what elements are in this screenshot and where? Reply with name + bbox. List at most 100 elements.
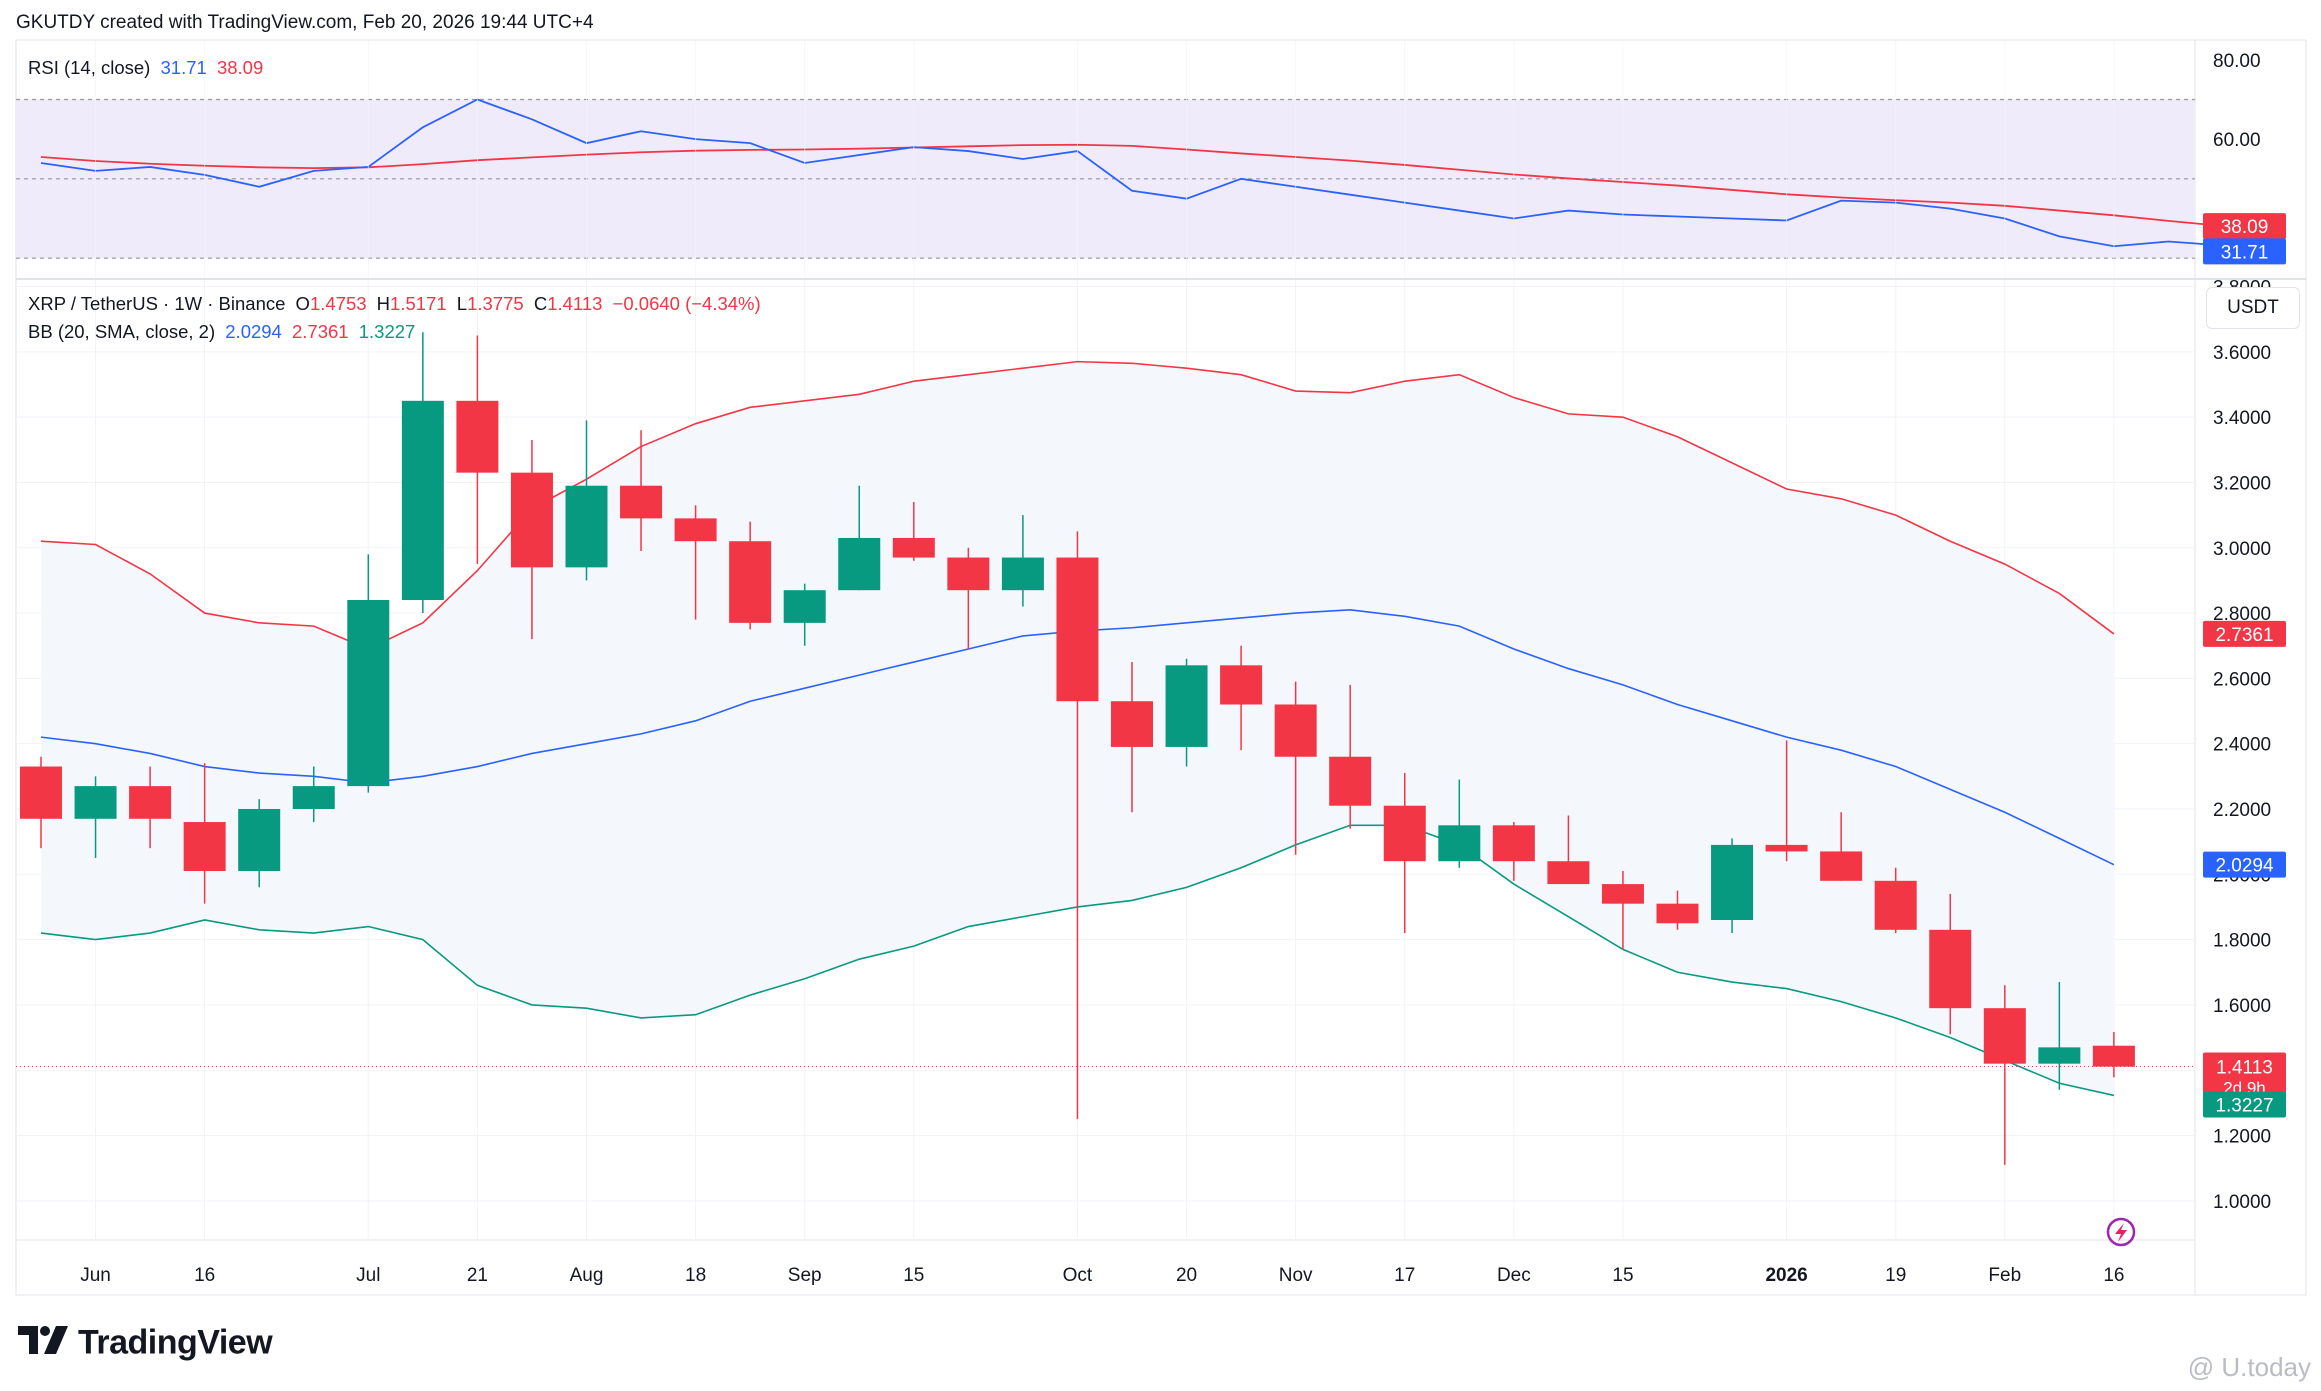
price-y-tick: 3.2000 — [2213, 473, 2271, 494]
time-tick-label: Feb — [1988, 1265, 2021, 1286]
change-value: −0.0640 (−4.34%) — [612, 293, 761, 314]
candle-body-9 — [510, 472, 553, 568]
candle-body-33 — [1820, 851, 1863, 881]
candle-body-29 — [1601, 884, 1644, 904]
candle-body-21 — [1165, 665, 1208, 747]
candle-body-0 — [20, 766, 62, 819]
time-tick-label: 21 — [467, 1265, 488, 1286]
time-tick-label: 18 — [685, 1265, 706, 1286]
candle-body-13 — [729, 541, 772, 623]
price-y-tick: 2.6000 — [2213, 669, 2271, 690]
time-tick-label: 2026 — [1765, 1265, 1807, 1286]
candle-body-3 — [183, 822, 226, 872]
lightning-bolt-icon — [2115, 1223, 2127, 1242]
bb-lower-badge-bg — [2203, 1091, 2286, 1118]
rsi-legend-value: 31.71 — [160, 57, 207, 78]
close-value: 1.4113 — [547, 293, 603, 314]
candle-body-27 — [1492, 825, 1535, 862]
rsi-legend[interactable]: RSI (14, close) 31.71 38.09 — [28, 54, 268, 81]
rsi-badge: 31.71 — [2221, 242, 2269, 263]
bb-lower-badge: 1.3227 — [2215, 1095, 2273, 1116]
price-y-tick: 2.2000 — [2213, 800, 2271, 821]
rsi-y-tick: 60.00 — [2213, 130, 2261, 151]
time-tick-label: 15 — [1612, 1265, 1633, 1286]
price-y-tick: 2.4000 — [2213, 735, 2271, 756]
candle-body-2 — [129, 786, 172, 819]
tv-logo-icon — [18, 1324, 70, 1363]
price-y-tick: 3.4000 — [2213, 408, 2271, 429]
candle-body-17 — [947, 557, 990, 591]
candle-body-32 — [1765, 844, 1808, 852]
bb-upper-badge-bg — [2203, 620, 2286, 647]
candle-body-24 — [1329, 756, 1372, 806]
close-label: C — [533, 293, 548, 314]
candle-body-16 — [892, 537, 935, 558]
candle-body-5 — [292, 786, 335, 809]
candle-body-31 — [1711, 844, 1754, 920]
candle-body-20 — [1111, 701, 1153, 747]
tradingview-logo[interactable]: TradingView — [18, 1322, 273, 1363]
time-tick-label: 16 — [194, 1265, 215, 1286]
rsi-ma-badge: 38.09 — [2221, 217, 2269, 238]
time-tick-label: Sep — [788, 1265, 822, 1286]
time-tick-label: 16 — [2103, 1265, 2124, 1286]
rsi-line — [40, 98, 2224, 248]
candle-body-6 — [347, 600, 390, 787]
time-tick-label: 20 — [1176, 1265, 1197, 1286]
high-label: H — [376, 293, 391, 314]
price-y-tick: 1.6000 — [2213, 996, 2271, 1017]
alert-lightning-icon — [2106, 1217, 2136, 1247]
candle-body-7 — [401, 400, 444, 600]
candle-body-26 — [1438, 825, 1481, 862]
rsi-y-tick: 80.00 — [2213, 51, 2261, 72]
candle-body-1 — [74, 786, 117, 819]
candle-body-38 — [2092, 1045, 2135, 1067]
candle-body-15 — [838, 537, 881, 591]
candle-body-18 — [1001, 557, 1044, 591]
candle-body-25 — [1383, 805, 1426, 862]
time-tick-label: Jun — [80, 1265, 111, 1286]
bb-upper-badge: 2.7361 — [2215, 625, 2273, 646]
time-tick-label: 19 — [1885, 1265, 1906, 1286]
bb-lower-value: 1.3227 — [358, 321, 416, 342]
chart-frame — [15, 39, 2307, 1296]
candle-body-37 — [2038, 1047, 2081, 1064]
symbol-name: XRP / TetherUS · 1W · Binance — [28, 293, 286, 314]
time-tick-label: Oct — [1063, 1265, 1093, 1286]
low-value: 1.3775 — [467, 293, 524, 314]
bb-upper-value: 2.7361 — [292, 321, 349, 342]
candle-body-8 — [456, 400, 499, 473]
time-tick-label: Nov — [1279, 1265, 1313, 1286]
candle-body-10 — [565, 485, 608, 568]
candle-body-36 — [1983, 1008, 2026, 1064]
last-price-badge: 1.4113 — [2216, 1058, 2273, 1079]
bb-legend-label: BB (20, SMA, close, 2) — [28, 321, 216, 342]
candle-body-12 — [674, 518, 717, 542]
rsi-legend-ma-value: 38.09 — [216, 57, 264, 78]
price-y-tick: 3.6000 — [2213, 343, 2271, 364]
logo-text: TradingView — [78, 1323, 273, 1362]
high-value: 1.5171 — [390, 293, 447, 314]
candle-body-11 — [620, 485, 663, 519]
candle-body-35 — [1929, 929, 1972, 1009]
currency-unit-button[interactable]: USDT — [2206, 287, 2300, 329]
bb-legend[interactable]: BB (20, SMA, close, 2) 2.0294 2.7361 1.3… — [28, 318, 420, 345]
candle-body-23 — [1274, 704, 1317, 757]
time-tick-label: 17 — [1394, 1265, 1415, 1286]
time-tick-label: 15 — [903, 1265, 924, 1286]
rsi-badge-bg — [2203, 238, 2286, 265]
candle-body-14 — [783, 590, 826, 623]
candle-body-19 — [1056, 557, 1099, 702]
bb-basis-value: 2.0294 — [225, 321, 282, 342]
bb-basis-badge: 2.0294 — [2215, 856, 2274, 877]
symbol-legend[interactable]: XRP / TetherUS · 1W · Binance O1.4753 H1… — [28, 290, 766, 317]
price-y-tick: 1.8000 — [2213, 931, 2271, 952]
time-tick-label: Aug — [570, 1265, 604, 1286]
candle-body-34 — [1874, 880, 1917, 930]
rsi-legend-label: RSI (14, close) — [28, 57, 151, 78]
time-tick-label: Dec — [1497, 1265, 1531, 1286]
low-label: L — [456, 293, 468, 314]
price-y-tick: 3.0000 — [2213, 539, 2271, 560]
open-label: O — [295, 293, 310, 314]
